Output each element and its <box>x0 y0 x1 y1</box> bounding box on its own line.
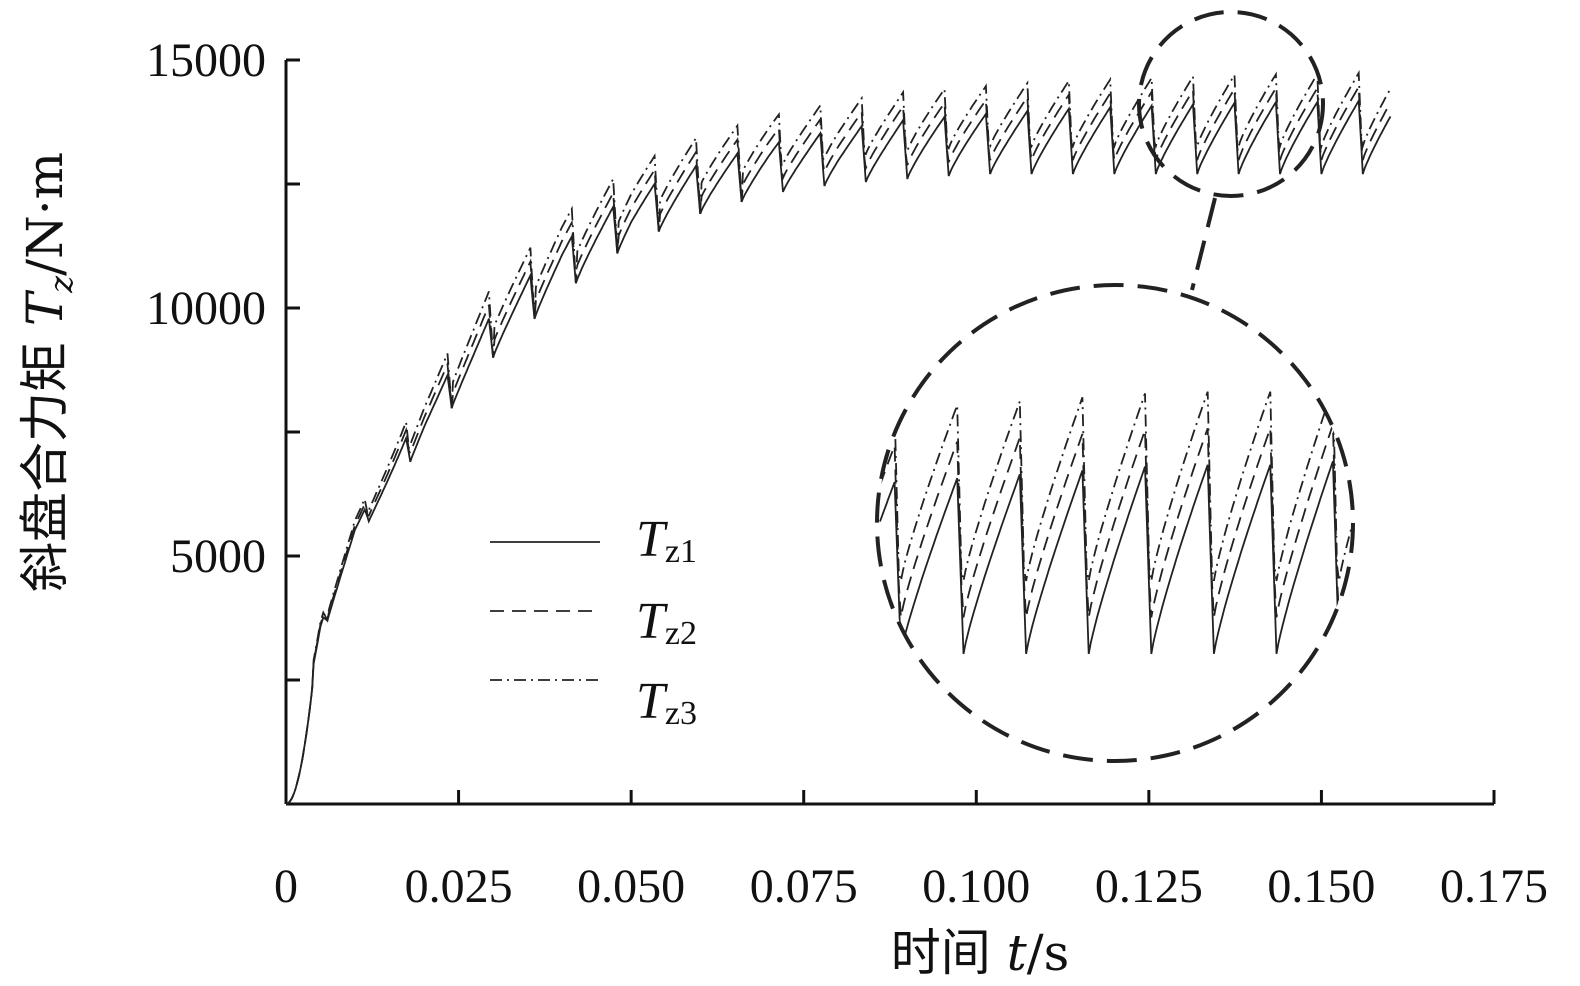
series-group <box>285 69 1392 805</box>
x-tick-label-7: 0.175 <box>1440 860 1548 913</box>
x-axis-title-prefix: 时间 <box>891 924 1007 982</box>
legend-label-tz1-sub: z1 <box>665 533 697 570</box>
y-tick-label-3: 10000 <box>146 282 266 335</box>
zoom-inset-circle <box>875 283 1355 763</box>
zoom-source-circle <box>1137 10 1325 198</box>
y-axis-title-prefix: 斜盘合力矩 <box>16 326 74 592</box>
x-tick-label-5: 0.125 <box>1095 860 1203 913</box>
zoom-series-group <box>879 387 1352 655</box>
series-line-z3 <box>285 69 1392 805</box>
zoom-callout <box>875 10 1355 763</box>
zoom-series-line-z1 <box>879 461 1352 655</box>
zoom-connector <box>1190 197 1217 291</box>
legend-label-tz3-sub: z3 <box>665 695 697 732</box>
legend-label-tz2: Tz2 <box>636 593 697 652</box>
legend-label-tz3-main: T <box>636 673 668 730</box>
x-ticks: 0 0.025 0.050 0.075 0.100 0.125 0.150 0.175 <box>274 790 1548 913</box>
x-axis-title: 时间 t/s <box>891 924 1070 982</box>
x-tick-label-4: 0.100 <box>922 860 1030 913</box>
y-axis-title-unit: /N·m <box>16 152 74 276</box>
legend-label-tz1: Tz1 <box>636 511 697 570</box>
y-axis-title-var: T <box>16 289 74 326</box>
legend-label-tz3: Tz3 <box>636 673 697 732</box>
zoom-series-line-z3 <box>879 387 1352 582</box>
y-ticks: 5000 10000 15000 <box>146 34 300 682</box>
x-tick-label-2: 0.050 <box>577 860 685 913</box>
series-line-z1 <box>285 97 1392 805</box>
legend: Tz1 Tz2 Tz3 <box>490 511 697 732</box>
series-line-z2 <box>285 83 1392 805</box>
x-tick-label-6: 0.150 <box>1267 860 1375 913</box>
x-axis-title-unit: /s <box>1027 924 1070 982</box>
legend-label-tz2-sub: z2 <box>665 615 697 652</box>
legend-label-tz2-main: T <box>636 593 668 650</box>
zoom-series-line-z2 <box>879 424 1352 618</box>
y-axis-title-sub: z <box>42 275 80 294</box>
x-tick-label-0: 0 <box>274 860 298 913</box>
x-tick-label-3: 0.075 <box>750 860 858 913</box>
x-axis-title-var: t <box>1007 924 1028 982</box>
y-axis-title: 斜盘合力矩 Tz/N·m <box>16 152 80 592</box>
y-tick-label-5: 15000 <box>146 34 266 87</box>
axes <box>284 60 1494 806</box>
legend-label-tz1-main: T <box>636 511 668 568</box>
y-tick-label-1: 5000 <box>170 530 266 583</box>
x-tick-label-1: 0.025 <box>405 860 513 913</box>
